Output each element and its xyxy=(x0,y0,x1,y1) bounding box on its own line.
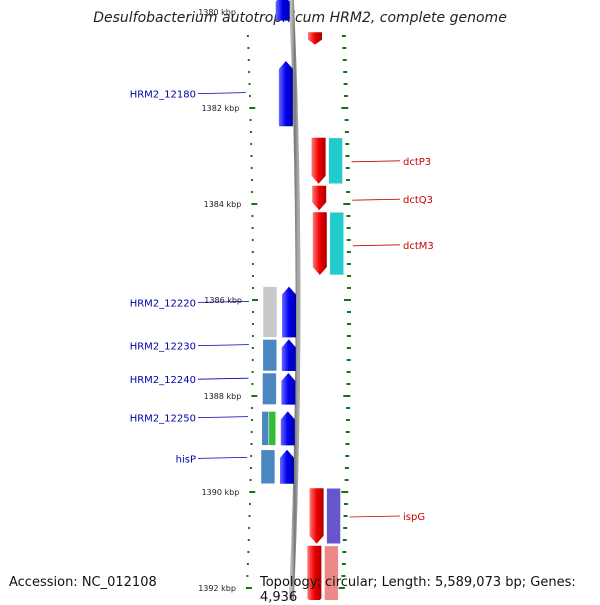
gene-arrow-hrm2_12240[interactable] xyxy=(281,373,296,405)
axis-label: 1388 kbp xyxy=(204,392,242,401)
gene-arrow-g-top-rev[interactable] xyxy=(308,32,322,45)
leader-line xyxy=(197,377,249,380)
leader-line xyxy=(197,301,250,303)
cog-block-hrm2_12240 xyxy=(262,372,277,405)
axis-label: 1392 kbp xyxy=(198,584,236,593)
gene-arrow-hrm2_12230[interactable] xyxy=(281,339,296,371)
gene-label-dctp3[interactable]: dctP3 xyxy=(403,157,431,168)
gene-arrow-ispg[interactable] xyxy=(309,488,324,544)
cog-block-ispg xyxy=(326,487,341,545)
gene-label-dctm3[interactable]: dctM3 xyxy=(403,241,434,252)
cog-block-hrm2_12250 xyxy=(268,411,277,446)
axis-label: 1380 kbp xyxy=(198,8,236,17)
gene-arrow-g-top-fwd[interactable] xyxy=(275,0,290,21)
leader-line xyxy=(197,457,248,459)
axis-label: 1384 kbp xyxy=(204,200,242,209)
genome-backbone xyxy=(288,0,301,600)
leader-line xyxy=(349,515,401,518)
axis-label: 1390 kbp xyxy=(202,488,240,497)
axis-label: 1382 kbp xyxy=(202,104,240,113)
gene-label-hrm2_12220[interactable]: HRM2_12220 xyxy=(130,298,196,309)
cog-block-dctp3 xyxy=(328,137,343,185)
cog-block-g-bottom-rev xyxy=(324,545,339,600)
gene-label-hrm2_12250[interactable]: HRM2_12250 xyxy=(130,414,196,425)
gene-arrow-hrm2_12220[interactable] xyxy=(282,286,296,338)
gene-label-ispg[interactable]: ispG xyxy=(403,512,425,523)
leader-line xyxy=(197,344,249,346)
gene-arrow-dctp3[interactable] xyxy=(311,137,326,184)
topology-text: Topology: circular; Length: 5,589,073 bp… xyxy=(260,575,576,605)
gene-arrow-g-bottom-rev[interactable] xyxy=(307,545,322,600)
leader-line xyxy=(352,198,401,201)
cog-block-hisp xyxy=(260,449,276,485)
cog-block-hrm2_12230 xyxy=(262,339,278,372)
gene-label-dctq3[interactable]: dctQ3 xyxy=(403,195,433,206)
gene-label-hrm2_12180[interactable]: HRM2_12180 xyxy=(130,90,196,101)
leader-line xyxy=(351,160,401,163)
cog-block-dctm3 xyxy=(329,211,345,276)
gene-arrow-dctm3[interactable] xyxy=(312,212,327,275)
leader-line xyxy=(197,416,248,418)
gene-label-hisp[interactable]: hisP xyxy=(176,454,196,465)
leader-line xyxy=(197,92,246,94)
gene-arrow-hrm2_12250[interactable] xyxy=(280,411,295,446)
gene-label-hrm2_12230[interactable]: HRM2_12230 xyxy=(130,342,196,353)
axis-label: 1386 kbp xyxy=(204,296,242,305)
gene-arrow-hrm2_12180[interactable] xyxy=(278,61,293,127)
map-title: Desulfobacterium autotrophicum HRM2, com… xyxy=(93,10,507,26)
cog-block-hrm2_12220 xyxy=(262,286,278,338)
leader-line xyxy=(352,244,401,247)
gene-label-hrm2_12240[interactable]: HRM2_12240 xyxy=(130,375,196,386)
gene-arrow-hisp[interactable] xyxy=(280,449,294,484)
accession-text: Accession: NC_012108 xyxy=(9,575,157,590)
gene-arrow-dctq3[interactable] xyxy=(312,185,327,211)
